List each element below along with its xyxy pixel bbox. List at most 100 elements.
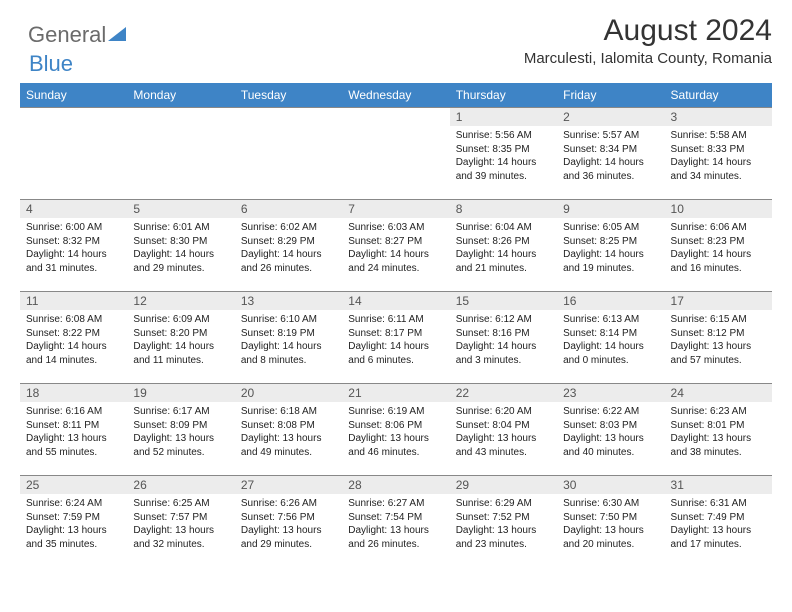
calendar-cell: 3Sunrise: 5:58 AMSunset: 8:33 PMDaylight… [665, 108, 772, 200]
day-details: Sunrise: 6:29 AMSunset: 7:52 PMDaylight:… [450, 494, 557, 553]
calendar-week: 18Sunrise: 6:16 AMSunset: 8:11 PMDayligh… [20, 384, 772, 476]
day-details: Sunrise: 6:02 AMSunset: 8:29 PMDaylight:… [235, 218, 342, 277]
day-header: Sunday [20, 83, 127, 108]
day-number: 3 [665, 108, 772, 126]
calendar-week: 25Sunrise: 6:24 AMSunset: 7:59 PMDayligh… [20, 476, 772, 568]
day-details: Sunrise: 6:19 AMSunset: 8:06 PMDaylight:… [342, 402, 449, 461]
calendar-cell: 21Sunrise: 6:19 AMSunset: 8:06 PMDayligh… [342, 384, 449, 476]
day-details: Sunrise: 6:05 AMSunset: 8:25 PMDaylight:… [557, 218, 664, 277]
day-details: Sunrise: 6:04 AMSunset: 8:26 PMDaylight:… [450, 218, 557, 277]
day-number: 11 [20, 292, 127, 310]
calendar-page: General August 2024 Marculesti, Ialomita… [0, 0, 792, 578]
calendar-body: 1Sunrise: 5:56 AMSunset: 8:35 PMDaylight… [20, 108, 772, 568]
day-details: Sunrise: 6:11 AMSunset: 8:17 PMDaylight:… [342, 310, 449, 369]
calendar-cell: 12Sunrise: 6:09 AMSunset: 8:20 PMDayligh… [127, 292, 234, 384]
calendar-cell: 24Sunrise: 6:23 AMSunset: 8:01 PMDayligh… [665, 384, 772, 476]
calendar-cell: 23Sunrise: 6:22 AMSunset: 8:03 PMDayligh… [557, 384, 664, 476]
day-details: Sunrise: 6:00 AMSunset: 8:32 PMDaylight:… [20, 218, 127, 277]
day-number: 17 [665, 292, 772, 310]
calendar-cell: 14Sunrise: 6:11 AMSunset: 8:17 PMDayligh… [342, 292, 449, 384]
day-details: Sunrise: 6:08 AMSunset: 8:22 PMDaylight:… [20, 310, 127, 369]
calendar-week: 4Sunrise: 6:00 AMSunset: 8:32 PMDaylight… [20, 200, 772, 292]
day-number: 22 [450, 384, 557, 402]
calendar-cell: 1Sunrise: 5:56 AMSunset: 8:35 PMDaylight… [450, 108, 557, 200]
day-number: 28 [342, 476, 449, 494]
day-number: 6 [235, 200, 342, 218]
title-block: August 2024 Marculesti, Ialomita County,… [524, 14, 772, 67]
day-number: 31 [665, 476, 772, 494]
day-number: 10 [665, 200, 772, 218]
day-header: Saturday [665, 83, 772, 108]
day-details: Sunrise: 6:12 AMSunset: 8:16 PMDaylight:… [450, 310, 557, 369]
day-details: Sunrise: 5:57 AMSunset: 8:34 PMDaylight:… [557, 126, 664, 185]
calendar-cell: 4Sunrise: 6:00 AMSunset: 8:32 PMDaylight… [20, 200, 127, 292]
calendar-cell: 26Sunrise: 6:25 AMSunset: 7:57 PMDayligh… [127, 476, 234, 568]
logo-triangle-icon [108, 26, 126, 47]
day-details: Sunrise: 6:23 AMSunset: 8:01 PMDaylight:… [665, 402, 772, 461]
day-details: Sunrise: 6:15 AMSunset: 8:12 PMDaylight:… [665, 310, 772, 369]
day-header: Wednesday [342, 83, 449, 108]
calendar-header-row: SundayMondayTuesdayWednesdayThursdayFrid… [20, 83, 772, 108]
calendar-cell: 15Sunrise: 6:12 AMSunset: 8:16 PMDayligh… [450, 292, 557, 384]
calendar-cell: 2Sunrise: 5:57 AMSunset: 8:34 PMDaylight… [557, 108, 664, 200]
logo-text-2: Blue [29, 51, 73, 77]
day-number: 9 [557, 200, 664, 218]
calendar-cell: 18Sunrise: 6:16 AMSunset: 8:11 PMDayligh… [20, 384, 127, 476]
calendar-cell: 22Sunrise: 6:20 AMSunset: 8:04 PMDayligh… [450, 384, 557, 476]
day-number: 20 [235, 384, 342, 402]
day-number: 21 [342, 384, 449, 402]
calendar-cell [235, 108, 342, 200]
day-details: Sunrise: 6:25 AMSunset: 7:57 PMDaylight:… [127, 494, 234, 553]
day-number: 13 [235, 292, 342, 310]
day-details: Sunrise: 6:06 AMSunset: 8:23 PMDaylight:… [665, 218, 772, 277]
calendar-week: 1Sunrise: 5:56 AMSunset: 8:35 PMDaylight… [20, 108, 772, 200]
day-number: 23 [557, 384, 664, 402]
calendar-cell: 13Sunrise: 6:10 AMSunset: 8:19 PMDayligh… [235, 292, 342, 384]
day-number: 25 [20, 476, 127, 494]
calendar-cell: 31Sunrise: 6:31 AMSunset: 7:49 PMDayligh… [665, 476, 772, 568]
day-number: 26 [127, 476, 234, 494]
calendar-cell: 27Sunrise: 6:26 AMSunset: 7:56 PMDayligh… [235, 476, 342, 568]
day-number: 19 [127, 384, 234, 402]
day-number: 18 [20, 384, 127, 402]
day-number: 29 [450, 476, 557, 494]
calendar-cell: 7Sunrise: 6:03 AMSunset: 8:27 PMDaylight… [342, 200, 449, 292]
day-number: 5 [127, 200, 234, 218]
calendar-cell: 16Sunrise: 6:13 AMSunset: 8:14 PMDayligh… [557, 292, 664, 384]
day-number: 1 [450, 108, 557, 126]
day-details: Sunrise: 6:16 AMSunset: 8:11 PMDaylight:… [20, 402, 127, 461]
calendar-cell: 5Sunrise: 6:01 AMSunset: 8:30 PMDaylight… [127, 200, 234, 292]
day-details: Sunrise: 6:01 AMSunset: 8:30 PMDaylight:… [127, 218, 234, 277]
calendar-cell: 6Sunrise: 6:02 AMSunset: 8:29 PMDaylight… [235, 200, 342, 292]
day-number: 27 [235, 476, 342, 494]
calendar-week: 11Sunrise: 6:08 AMSunset: 8:22 PMDayligh… [20, 292, 772, 384]
day-header: Monday [127, 83, 234, 108]
day-details: Sunrise: 6:10 AMSunset: 8:19 PMDaylight:… [235, 310, 342, 369]
day-number: 7 [342, 200, 449, 218]
calendar-cell [127, 108, 234, 200]
day-number: 14 [342, 292, 449, 310]
day-details: Sunrise: 6:20 AMSunset: 8:04 PMDaylight:… [450, 402, 557, 461]
logo: General [20, 14, 126, 48]
day-details: Sunrise: 6:13 AMSunset: 8:14 PMDaylight:… [557, 310, 664, 369]
day-header: Thursday [450, 83, 557, 108]
day-details: Sunrise: 6:30 AMSunset: 7:50 PMDaylight:… [557, 494, 664, 553]
day-header: Friday [557, 83, 664, 108]
calendar-cell: 9Sunrise: 6:05 AMSunset: 8:25 PMDaylight… [557, 200, 664, 292]
day-number: 2 [557, 108, 664, 126]
day-details: Sunrise: 6:24 AMSunset: 7:59 PMDaylight:… [20, 494, 127, 553]
day-header: Tuesday [235, 83, 342, 108]
day-details: Sunrise: 6:31 AMSunset: 7:49 PMDaylight:… [665, 494, 772, 553]
day-number: 24 [665, 384, 772, 402]
calendar-cell: 10Sunrise: 6:06 AMSunset: 8:23 PMDayligh… [665, 200, 772, 292]
calendar-cell: 25Sunrise: 6:24 AMSunset: 7:59 PMDayligh… [20, 476, 127, 568]
day-number: 8 [450, 200, 557, 218]
day-details: Sunrise: 6:09 AMSunset: 8:20 PMDaylight:… [127, 310, 234, 369]
day-details: Sunrise: 5:56 AMSunset: 8:35 PMDaylight:… [450, 126, 557, 185]
day-number: 4 [20, 200, 127, 218]
day-details: Sunrise: 6:22 AMSunset: 8:03 PMDaylight:… [557, 402, 664, 461]
day-details: Sunrise: 6:18 AMSunset: 8:08 PMDaylight:… [235, 402, 342, 461]
location: Marculesti, Ialomita County, Romania [524, 50, 772, 67]
day-details: Sunrise: 6:17 AMSunset: 8:09 PMDaylight:… [127, 402, 234, 461]
day-details: Sunrise: 6:03 AMSunset: 8:27 PMDaylight:… [342, 218, 449, 277]
